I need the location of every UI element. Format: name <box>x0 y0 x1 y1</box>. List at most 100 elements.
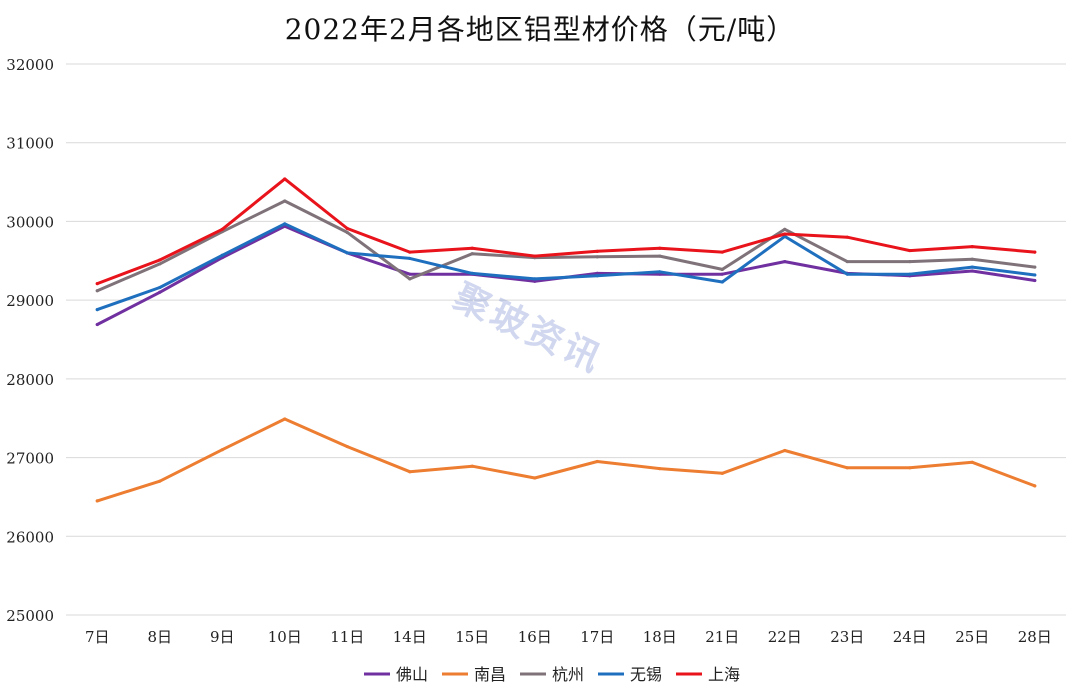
data-point <box>658 270 662 274</box>
legend: 佛山 南昌 杭州 无锡 上海 <box>364 665 740 684</box>
data-point <box>158 285 162 290</box>
x-tick-label: 10日 <box>268 628 302 646</box>
data-point <box>95 307 99 312</box>
data-point <box>1033 484 1037 488</box>
y-tick-label: 27000 <box>6 450 54 468</box>
x-axis: 7日 8日 9日 10日 11日 14日 15日 16日 17日 18日 21日 22日 23日 24日 2… <box>85 628 1052 646</box>
data-point <box>220 448 224 452</box>
data-point <box>95 289 99 293</box>
data-point <box>658 254 662 258</box>
legend-label: 杭州 <box>552 665 584 684</box>
data-point <box>970 245 974 249</box>
x-tick-label: 21日 <box>705 628 739 646</box>
y-tick-label: 28000 <box>6 371 54 389</box>
x-tick-label: 15日 <box>455 628 489 646</box>
data-point <box>595 459 599 464</box>
data-point <box>470 464 474 468</box>
data-point <box>533 277 537 281</box>
data-point <box>845 259 849 264</box>
x-tick-label: 18日 <box>643 628 677 646</box>
x-tick-label: 11日 <box>330 628 364 646</box>
x-tick-label: 8日 <box>147 628 172 646</box>
data-point <box>283 199 287 203</box>
legend-item: 杭州 <box>520 665 584 684</box>
data-point <box>970 460 974 464</box>
gridlines <box>66 63 1066 616</box>
data-point <box>345 251 349 255</box>
legend-item: 佛山 <box>364 665 428 684</box>
x-tick-label: 17日 <box>580 628 614 646</box>
legend-item: 上海 <box>676 665 740 684</box>
data-point <box>1033 278 1037 283</box>
x-tick-label: 22日 <box>768 628 802 646</box>
legend-label: 佛山 <box>396 665 428 684</box>
data-point <box>908 466 912 470</box>
data-point <box>783 259 787 264</box>
data-point <box>845 272 849 276</box>
legend-label: 南昌 <box>474 665 506 684</box>
data-point <box>95 322 99 327</box>
data-point <box>345 230 349 235</box>
data-point <box>345 444 349 449</box>
series-line-杭州 <box>95 199 1037 293</box>
data-point <box>408 272 412 276</box>
x-tick-label: 23日 <box>830 628 864 646</box>
data-point <box>720 272 724 276</box>
series-line-南昌 <box>95 417 1037 503</box>
data-point <box>1033 265 1037 269</box>
data-point <box>908 259 912 264</box>
legend-label: 无锡 <box>630 665 662 684</box>
y-tick-label: 26000 <box>6 528 54 546</box>
x-tick-label: 7日 <box>85 628 110 646</box>
data-point <box>720 267 724 272</box>
data-point <box>908 248 912 253</box>
data-point <box>158 290 162 294</box>
legend-item: 南昌 <box>442 665 506 684</box>
x-tick-label: 14日 <box>393 628 427 646</box>
data-point <box>158 262 162 266</box>
data-point <box>783 232 787 236</box>
data-point <box>158 479 162 483</box>
data-point <box>1033 250 1037 254</box>
data-point <box>470 252 474 256</box>
data-point <box>533 254 537 258</box>
data-point <box>220 227 224 231</box>
x-tick-label: 25日 <box>955 628 989 646</box>
data-point <box>220 253 224 257</box>
legend-label: 上海 <box>708 665 740 684</box>
data-point <box>533 279 537 283</box>
x-tick-label: 9日 <box>210 628 235 646</box>
data-point <box>95 282 99 286</box>
data-point <box>658 246 662 250</box>
series-line-上海 <box>95 177 1037 286</box>
y-tick-label: 25000 <box>6 607 54 625</box>
data-point <box>408 250 412 254</box>
data-point <box>970 269 974 273</box>
x-tick-label: 16日 <box>518 628 552 646</box>
data-point <box>970 265 974 269</box>
data-point <box>970 257 974 261</box>
data-point <box>658 466 662 471</box>
x-tick-label: 28日 <box>1018 628 1052 646</box>
data-point <box>783 227 787 231</box>
chart-title: 2022年2月各地区铝型材价格（元/吨） <box>284 13 796 46</box>
y-tick-label: 32000 <box>6 56 54 74</box>
data-point <box>283 222 287 226</box>
data-point <box>783 448 787 453</box>
y-tick-label: 31000 <box>6 135 54 153</box>
data-point <box>720 471 724 475</box>
data-point <box>408 470 412 474</box>
data-point <box>595 255 599 259</box>
data-point <box>408 256 412 261</box>
y-tick-label: 30000 <box>6 213 54 231</box>
data-point <box>533 476 537 480</box>
data-point <box>470 271 474 275</box>
legend-item: 无锡 <box>598 665 662 684</box>
y-axis: 25000 26000 27000 28000 29000 30000 31000 32000 <box>6 56 54 625</box>
data-point <box>595 249 599 253</box>
series-lines <box>95 177 1037 503</box>
data-point <box>345 226 349 231</box>
data-point <box>95 499 99 503</box>
